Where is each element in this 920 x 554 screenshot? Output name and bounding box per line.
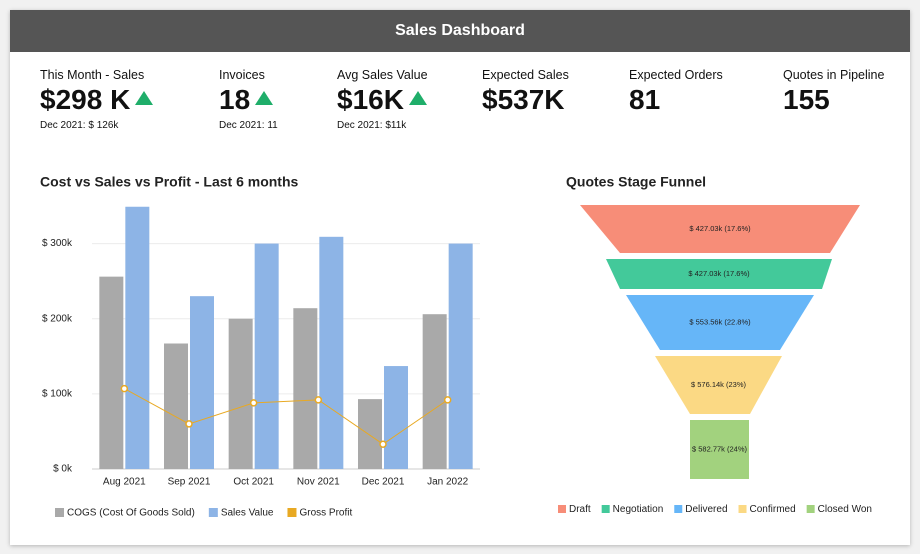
- trend-up-icon: [135, 91, 154, 105]
- y-tick-label: $ 0k: [53, 464, 73, 475]
- x-tick-label: Dec 2021: [362, 477, 405, 488]
- funnel-label: $ 582.77k (24%): [692, 444, 748, 453]
- kpi-previous: Dec 2021: 11: [219, 120, 278, 131]
- bar: [422, 314, 447, 469]
- bar: [448, 243, 473, 469]
- kpi: Expected Orders 81: [629, 68, 723, 118]
- kpi-previous: Dec 2021: $ 126k: [40, 120, 119, 131]
- kpi: Expected Sales $537K: [482, 68, 569, 118]
- x-tick-label: Nov 2021: [297, 477, 340, 488]
- kpi-label: Avg Sales Value: [337, 68, 428, 82]
- bar: [190, 296, 214, 469]
- funnel-label: $ 576.14k (23%): [691, 380, 747, 389]
- legend-swatch: [601, 505, 610, 513]
- legend-label: Confirmed: [750, 504, 796, 515]
- header: Sales Dashboard: [10, 10, 910, 52]
- kpi-value: $537K: [482, 84, 565, 115]
- funnel-segment: [606, 259, 832, 289]
- legend-swatch: [558, 505, 566, 513]
- kpi-label: Invoices: [219, 68, 265, 82]
- legend-swatch: [806, 505, 815, 513]
- kpi-value: 81: [629, 84, 661, 115]
- legend-label: Sales Value: [221, 508, 274, 519]
- kpi-value: $16K: [337, 84, 404, 115]
- chart-title: Cost vs Sales vs Profit - Last 6 months: [40, 174, 299, 190]
- funnel-segment: [580, 205, 860, 253]
- bar: [384, 366, 408, 469]
- bar: [319, 236, 344, 469]
- y-tick-label: $ 300k: [42, 238, 73, 249]
- kpi: Avg Sales Value $16K Dec 2021: $11k: [337, 68, 428, 131]
- legend-label: Closed Won: [818, 504, 872, 515]
- legend-swatch: [674, 505, 683, 513]
- kpi-label: Quotes in Pipeline: [783, 68, 885, 82]
- bar: [228, 318, 253, 469]
- line: [124, 388, 448, 445]
- kpi-value-row: 81: [629, 84, 723, 118]
- kpi: This Month - Sales $298 K Dec 2021: $ 126k: [40, 68, 154, 131]
- trend-up-icon: [408, 91, 427, 105]
- y-tick-label: $ 100k: [42, 388, 73, 399]
- kpi-label: This Month - Sales: [40, 68, 145, 82]
- kpi-value-row: $298 K: [40, 84, 154, 118]
- kpi: Invoices 18 Dec 2021: 11: [219, 68, 278, 131]
- legend-label: Draft: [569, 504, 591, 515]
- legend-label: COGS (Cost Of Goods Sold): [67, 508, 195, 519]
- legend-label: Gross Profit: [299, 508, 352, 519]
- point: [249, 399, 258, 407]
- bar: [254, 243, 279, 469]
- legend-swatch: [208, 508, 218, 517]
- point: [185, 420, 193, 428]
- x-tick-label: Jan 2022: [427, 477, 469, 488]
- kpi-previous: Dec 2021: $11k: [337, 120, 407, 131]
- kpi: Quotes in Pipeline 155: [783, 68, 884, 118]
- chart-title: Quotes Stage Funnel: [566, 174, 706, 190]
- legend-swatch: [55, 508, 64, 517]
- bar: [358, 399, 382, 469]
- x-tick-label: Oct 2021: [233, 477, 274, 488]
- legend-swatch: [738, 505, 747, 513]
- point: [379, 440, 387, 448]
- x-tick-label: Sep 2021: [168, 477, 211, 488]
- y-tick-label: $ 200k: [42, 313, 73, 324]
- point: [443, 396, 452, 404]
- point: [314, 396, 323, 404]
- bar: [99, 276, 124, 469]
- bar: [164, 343, 188, 469]
- legend-label: Negotiation: [613, 504, 664, 515]
- funnel-segment: [655, 356, 782, 414]
- funnel-label: $ 553.56k (22.8%): [689, 317, 751, 326]
- kpi-label: Expected Sales: [482, 68, 569, 82]
- kpi-value-row: 18: [219, 84, 278, 118]
- kpi-value: 18: [219, 84, 251, 115]
- funnel-label: $ 427.03k (17.6%): [689, 224, 751, 233]
- kpi-value-row: $537K: [482, 84, 569, 118]
- x-tick-label: Aug 2021: [103, 477, 146, 488]
- trend-up-icon: [255, 91, 274, 105]
- kpi-value-row: $16K: [337, 84, 428, 118]
- funnel-segment: [690, 420, 749, 479]
- point: [120, 384, 129, 393]
- funnel-label: $ 427.03k (17.6%): [688, 269, 750, 278]
- kpi-value-row: 155: [783, 84, 884, 118]
- funnel-segment: [626, 295, 814, 350]
- bar: [125, 206, 150, 469]
- bar: [293, 308, 318, 469]
- kpi-value: 155: [783, 84, 830, 115]
- kpi-label: Expected Orders: [629, 68, 723, 82]
- legend-label: Delivered: [685, 504, 727, 515]
- legend-swatch: [287, 508, 297, 517]
- kpi-value: $298 K: [40, 84, 131, 115]
